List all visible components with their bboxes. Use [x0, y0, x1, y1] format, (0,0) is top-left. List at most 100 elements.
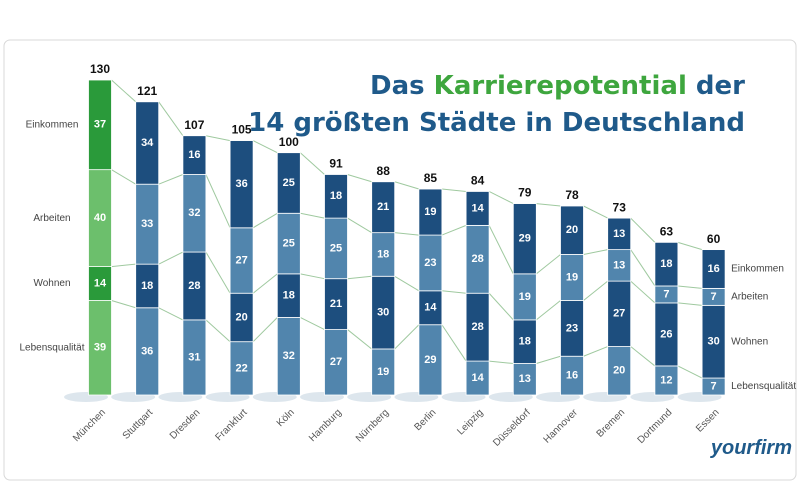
connector	[252, 212, 278, 229]
connector	[536, 355, 561, 364]
bar-segment	[701, 249, 726, 289]
value-label: 20	[566, 224, 578, 236]
connector	[488, 292, 514, 321]
value-label: 25	[283, 177, 295, 189]
value-label: 30	[707, 336, 719, 348]
total-label: 60	[707, 232, 721, 246]
connector	[394, 232, 419, 236]
value-label: 19	[519, 291, 531, 303]
total-label: 91	[329, 157, 343, 171]
bar-segment	[607, 217, 632, 251]
connector	[111, 263, 136, 268]
value-label: 25	[330, 242, 342, 254]
bar-segment	[465, 191, 490, 226]
connector	[158, 174, 184, 185]
value-label: 23	[424, 257, 436, 269]
legend-label: Lebensqualität	[731, 381, 796, 392]
connector	[205, 251, 231, 294]
value-label: 12	[660, 374, 672, 386]
connector	[536, 203, 561, 207]
value-label: 18	[283, 290, 295, 302]
value-label: 19	[377, 366, 389, 378]
connector	[347, 174, 372, 183]
connector	[347, 217, 372, 234]
connector	[441, 188, 467, 192]
x-tick-label: München	[71, 407, 108, 444]
bar-segment	[512, 203, 537, 275]
value-label: 22	[235, 362, 247, 374]
legend-label: Arbeiten	[731, 292, 768, 303]
connector	[441, 324, 467, 362]
total-label: 84	[471, 174, 485, 188]
value-label: 31	[188, 351, 200, 363]
connector	[111, 79, 137, 103]
connector	[347, 329, 373, 350]
connector	[205, 174, 231, 229]
total-label: 130	[90, 62, 110, 76]
value-label: 7	[711, 380, 717, 392]
x-tick-label: Hannover	[542, 407, 581, 446]
value-label: 16	[566, 370, 578, 382]
connector	[677, 302, 703, 306]
total-label: 78	[565, 188, 579, 202]
connector	[583, 249, 608, 255]
x-tick-label: Nürnberg	[354, 407, 391, 444]
legend-label: Arbeiten	[33, 213, 70, 224]
connector	[205, 135, 231, 142]
value-label: 7	[711, 291, 717, 303]
bar-segment	[654, 241, 679, 287]
value-label: 18	[377, 248, 389, 260]
x-tick-label: Stuttgart	[121, 407, 156, 442]
bar-segment	[324, 174, 348, 219]
x-tick-label: Düsseldorf	[491, 407, 533, 449]
connector	[158, 101, 184, 137]
connector	[394, 275, 420, 292]
connector	[252, 317, 278, 343]
connector	[158, 307, 184, 321]
connector	[158, 251, 184, 265]
connector	[300, 317, 325, 331]
connector	[583, 280, 609, 301]
x-tick-label: Dresden	[168, 407, 203, 442]
title-part: der	[695, 71, 745, 101]
connector	[300, 273, 325, 280]
value-label: 21	[377, 201, 389, 213]
connector	[535, 300, 561, 321]
connector	[300, 212, 325, 219]
value-label: 13	[613, 259, 625, 271]
connector	[205, 319, 231, 343]
x-tick-label: Hamburg	[307, 407, 344, 444]
connector	[630, 249, 656, 287]
total-label: 79	[518, 186, 532, 200]
value-label: 16	[707, 263, 719, 275]
bar-segment	[88, 79, 112, 171]
connector	[111, 300, 136, 309]
legend-label: Einkommen	[26, 119, 79, 130]
value-label: 27	[235, 254, 247, 266]
connector	[630, 217, 656, 243]
connector	[299, 152, 325, 175]
value-label: 25	[283, 237, 295, 249]
connector	[347, 275, 372, 280]
bar-segment	[182, 135, 207, 175]
connector	[394, 324, 420, 350]
value-label: 32	[188, 207, 200, 219]
total-label: 107	[184, 118, 204, 132]
value-label: 14	[471, 202, 484, 214]
total-label: 100	[279, 135, 299, 149]
connector	[583, 346, 608, 357]
x-tick-label: Bremen	[595, 407, 628, 440]
logo: yourfirm	[710, 437, 792, 459]
value-label: 20	[613, 365, 625, 377]
x-tick-label: Dortmund	[636, 407, 675, 446]
connector	[394, 181, 420, 190]
value-label: 33	[141, 218, 153, 230]
value-label: 14	[94, 277, 107, 289]
connector	[535, 254, 561, 275]
value-label: 18	[330, 190, 342, 202]
x-tick-label: Essen	[694, 407, 721, 434]
value-label: 36	[235, 178, 247, 190]
value-label: 28	[471, 253, 483, 265]
connector	[488, 225, 514, 275]
total-label: 63	[660, 225, 674, 239]
